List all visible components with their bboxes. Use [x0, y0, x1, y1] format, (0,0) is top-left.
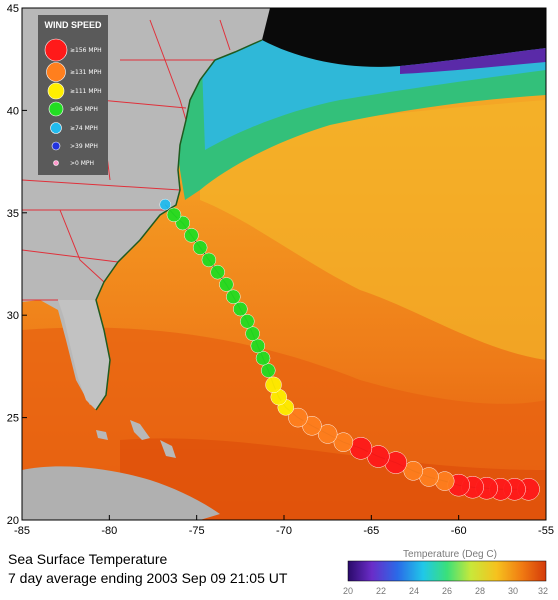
coastline	[95, 39, 263, 411]
track-point	[159, 198, 171, 211]
track-point	[210, 264, 225, 280]
cold-water-region	[260, 8, 546, 67]
track-point	[192, 240, 208, 255]
legend-swatch-74	[50, 122, 62, 134]
colorbar-tick-26: 26	[442, 586, 452, 596]
lat-tick-label: 35	[7, 208, 19, 220]
legend-swatch-96	[48, 101, 64, 117]
track-point	[403, 461, 424, 481]
lon-tick-label: -65	[363, 525, 379, 537]
track-point	[255, 350, 271, 366]
wind-speed-legend: WIND SPEED ≥156 MPH ≥131 MPH ≥111 MPH ≥9…	[38, 15, 108, 175]
track-point	[245, 326, 260, 341]
colorbar-tick-32: 32	[538, 586, 548, 596]
cuba-landmass	[22, 466, 220, 520]
legend-swatch-39	[51, 141, 61, 151]
legend-swatch-156	[44, 38, 68, 62]
lon-tick-label: -80	[101, 525, 117, 537]
legend-panel	[38, 15, 108, 175]
lat-tick-label: 40	[7, 105, 19, 117]
colorbar-tick-20: 20	[343, 586, 353, 596]
lat-tick-label: 20	[7, 515, 19, 527]
lat-tick-label: 25	[7, 413, 19, 425]
legend-label-131: ≥131 MPH	[70, 69, 102, 76]
legend-label-39: >39 MPH	[70, 143, 98, 150]
track-point	[226, 289, 241, 305]
lon-tick-label: -60	[451, 525, 467, 537]
cold-edge-region	[400, 48, 546, 74]
florida-peninsula	[58, 300, 110, 410]
track-point	[166, 207, 182, 223]
track-point	[333, 432, 354, 452]
colorbar-tick-22: 22	[376, 586, 386, 596]
lon-tick-label: -55	[538, 525, 554, 537]
legend-swatch-0	[53, 160, 59, 166]
lon-tick-label: -85	[14, 525, 30, 537]
lon-tick-label: -75	[189, 525, 205, 537]
legend-swatch-111	[47, 82, 65, 100]
track-point	[261, 363, 276, 378]
temperature-colorbar: Temperature (Deg C) 20 22 24 26 28 30 32	[343, 549, 548, 596]
colorbar-tick-28: 28	[475, 586, 485, 596]
mid-ocean-region	[200, 100, 546, 360]
legend-title: WIND SPEED	[44, 20, 102, 30]
lat-tick-label: 30	[7, 310, 19, 322]
track-point	[233, 301, 248, 317]
legend-label-156: ≥156 MPH	[70, 47, 102, 54]
hurricane-track	[159, 198, 540, 501]
track-point	[288, 407, 308, 428]
track-point	[219, 277, 234, 292]
lon-tick-label: -70	[276, 525, 292, 537]
hot-water-region	[120, 438, 546, 520]
caption-title: Sea Surface Temperature	[8, 551, 168, 567]
track-point	[240, 314, 255, 329]
caption-subtitle: 7 day average ending 2003 Sep 09 21:05 U…	[8, 570, 288, 586]
legend-label-0: >0 MPH	[70, 160, 94, 167]
colorbar-tick-30: 30	[508, 586, 518, 596]
colorbar-tick-24: 24	[409, 586, 419, 596]
colorbar-gradient	[347, 560, 547, 582]
legend-label-96: ≥96 MPH	[70, 106, 98, 113]
track-point	[184, 228, 199, 243]
colorbar-title: Temperature (Deg C)	[403, 549, 497, 560]
track-point	[201, 252, 217, 268]
bahamas-island	[160, 440, 176, 458]
legend-label-111: ≥111 MPH	[70, 88, 102, 95]
legend-label-74: ≥74 MPH	[70, 125, 98, 132]
bahamas-island	[96, 430, 108, 440]
bahamas-island	[130, 420, 150, 440]
track-point	[349, 437, 373, 460]
lat-tick-label: 45	[7, 3, 19, 15]
track-point	[265, 376, 282, 394]
map-plot-area	[22, 8, 546, 520]
track-point	[250, 338, 266, 354]
track-point	[317, 424, 338, 444]
legend-swatch-131	[46, 62, 66, 82]
axis-ticks: -85 -80 -75 -70 -65 -60 -55 20 25 30 35 40 45	[7, 3, 554, 537]
